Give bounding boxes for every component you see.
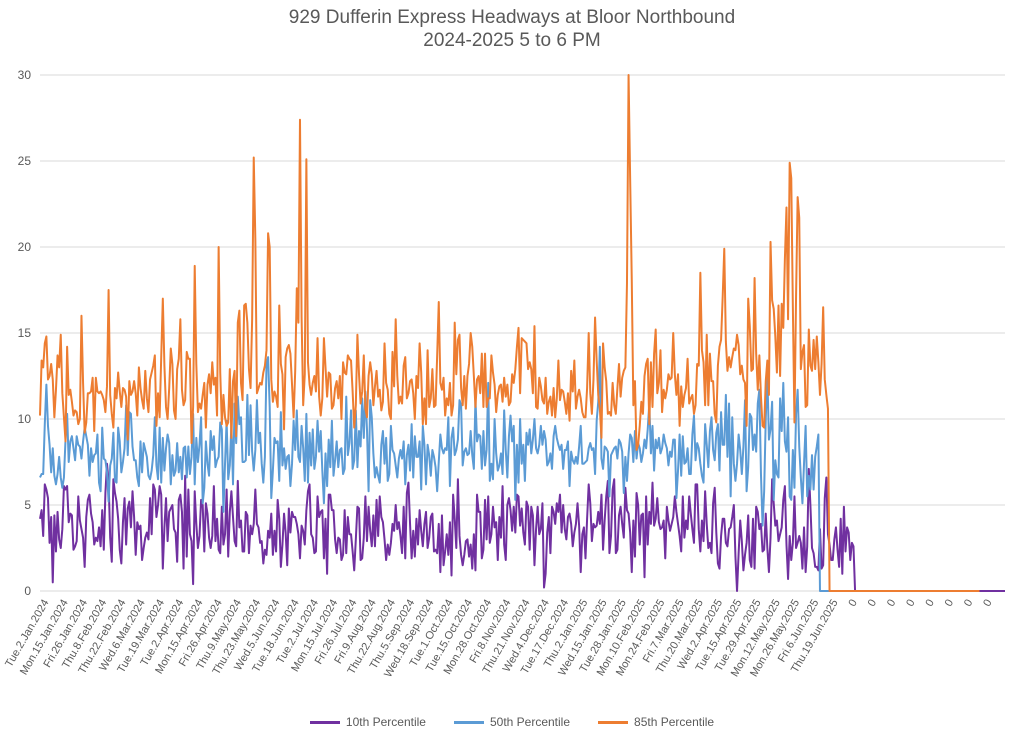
chart-subtitle: 2024-2025 5 to 6 PM <box>423 30 601 51</box>
x-tick-label-47: 0 <box>943 598 956 609</box>
legend-item-10th: 10th Percentile <box>309 715 426 729</box>
series-lines <box>39 74 1005 592</box>
chart-title: 929 Dufferin Express Headways at Bloor N… <box>288 7 736 28</box>
legend-item-85th: 85th Percentile <box>598 715 714 729</box>
legend-label-10th: 10th Percentile <box>345 715 426 729</box>
y-tick-label-0: 0 <box>24 584 31 598</box>
x-tick-label-46: 0 <box>923 598 936 609</box>
x-axis-tick-labels: Tue.2.Jan.2024Mon.15.Jan.2024Fri.26.Jan.… <box>3 598 994 680</box>
x-tick-label-48: 0 <box>962 598 975 609</box>
legend-item-50th: 50th Percentile <box>453 715 571 729</box>
x-tick-label-45: 0 <box>904 598 917 609</box>
series-line-10th-percentile <box>39 462 1005 592</box>
x-tick-label-43: 0 <box>866 598 879 609</box>
legend-label-50th: 50th Percentile <box>489 715 571 729</box>
y-axis-tick-labels: 0 5 10 15 20 25 30 <box>18 68 32 598</box>
y-tick-label-3: 15 <box>18 326 32 340</box>
legend-swatch-50th <box>453 720 484 724</box>
y-tick-label-1: 5 <box>24 498 31 512</box>
y-tick-label-5: 25 <box>18 154 32 168</box>
legend: 10th Percentile 50th Percentile 85th Per… <box>0 713 1024 731</box>
legend-swatch-85th <box>598 720 629 724</box>
x-tick-label-44: 0 <box>885 598 898 609</box>
x-tick-label-49: 0 <box>981 598 994 609</box>
chart-title-block: 929 Dufferin Express Headways at Bloor N… <box>0 6 1024 52</box>
y-tick-label-2: 10 <box>18 412 32 426</box>
y-tick-label-4: 20 <box>18 240 32 254</box>
series-line-85th-percentile <box>39 74 980 592</box>
legend-label-85th: 85th Percentile <box>634 715 715 729</box>
y-tick-label-6: 30 <box>18 68 32 82</box>
x-tick-label-42: 0 <box>846 598 859 609</box>
series-line-50th-percentile <box>39 345 970 592</box>
legend-swatch-10th <box>309 720 340 724</box>
